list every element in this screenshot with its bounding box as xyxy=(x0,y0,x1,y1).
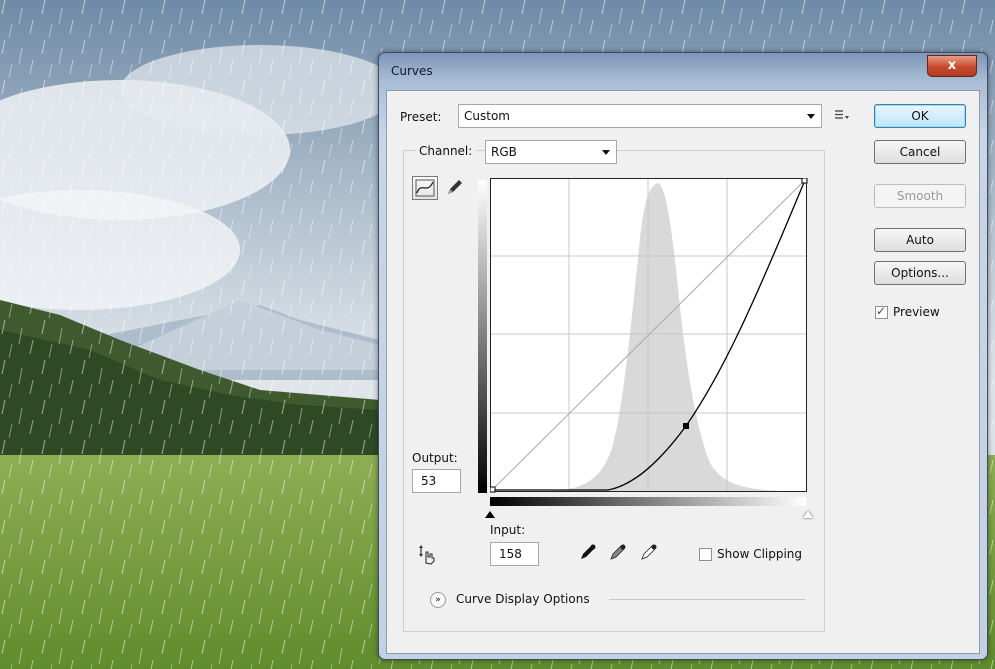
ok-button[interactable]: OK xyxy=(874,104,966,128)
preset-select[interactable]: Custom xyxy=(458,104,822,128)
input-label: Input: xyxy=(490,523,525,537)
close-button[interactable]: x xyxy=(927,55,977,77)
curve-display-options-label[interactable]: Curve Display Options xyxy=(456,592,590,606)
curves-graph[interactable] xyxy=(490,178,809,494)
options-button[interactable]: Options... xyxy=(874,261,966,285)
divider xyxy=(609,599,805,600)
white-point-slider[interactable] xyxy=(803,511,813,518)
curve-point-tool[interactable] xyxy=(412,176,438,200)
chevron-down-icon xyxy=(602,150,610,155)
channel-label: Channel: xyxy=(416,144,475,158)
curve-end-point-high[interactable] xyxy=(802,178,807,183)
expand-chevron-icon[interactable]: » xyxy=(430,592,446,608)
output-field[interactable]: 53 xyxy=(412,469,461,493)
preview-checkbox[interactable] xyxy=(875,306,888,319)
output-label: Output: xyxy=(412,451,458,465)
curve-end-point-low[interactable] xyxy=(490,487,495,492)
preset-label: Preset: xyxy=(400,110,441,124)
eyedropper-white-icon[interactable] xyxy=(639,542,659,565)
preset-value: Custom xyxy=(464,109,510,123)
show-clipping-label: Show Clipping xyxy=(717,547,802,561)
auto-button[interactable]: Auto xyxy=(874,228,966,252)
preview-label: Preview xyxy=(893,305,940,319)
input-field[interactable]: 158 xyxy=(490,542,539,566)
black-point-slider[interactable] xyxy=(485,511,495,518)
show-clipping-checkbox[interactable] xyxy=(699,548,712,561)
eyedropper-black-icon[interactable] xyxy=(578,542,598,565)
cancel-button[interactable]: Cancel xyxy=(874,140,966,164)
channel-value: RGB xyxy=(491,145,517,159)
pencil-tool[interactable] xyxy=(442,176,468,200)
curve-control-point[interactable] xyxy=(683,423,689,429)
smooth-button[interactable]: Smooth xyxy=(874,184,966,208)
output-gradient-bar xyxy=(478,180,487,493)
eyedropper-gray-icon[interactable] xyxy=(608,542,628,565)
chevron-down-icon xyxy=(807,114,815,119)
pencil-icon xyxy=(442,176,466,198)
input-gradient-bar xyxy=(490,497,806,506)
channel-select[interactable]: RGB xyxy=(485,140,617,164)
curve-point-icon xyxy=(413,177,437,199)
preset-menu-icon[interactable] xyxy=(834,109,850,124)
hand-adjust-icon[interactable] xyxy=(417,544,439,569)
dialog-title: Curves xyxy=(391,64,433,78)
